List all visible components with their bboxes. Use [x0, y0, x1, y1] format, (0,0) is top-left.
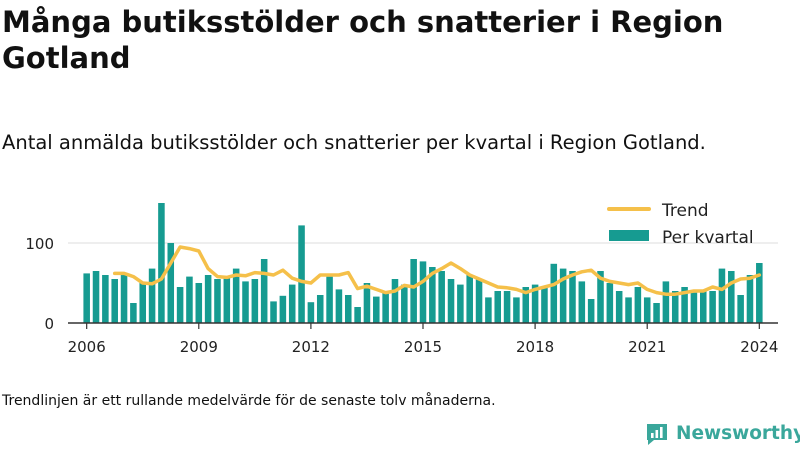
bar: [316, 295, 324, 323]
bar: [288, 284, 296, 323]
bar: [531, 284, 539, 323]
x-tick-label: 2021: [628, 338, 666, 356]
chart-subtitle: Antal anmälda butiksstölder och snatteri…: [2, 131, 706, 154]
bar: [718, 268, 726, 323]
bar: [597, 271, 604, 323]
bar: [326, 276, 333, 323]
bar: [615, 291, 623, 323]
bar: [344, 295, 352, 323]
bar: [410, 259, 417, 323]
bar: [354, 307, 361, 323]
bar: [270, 301, 277, 323]
bar: [606, 283, 614, 323]
bar: [466, 275, 473, 323]
legend-trend-label: Trend: [661, 201, 709, 221]
bar: [419, 261, 427, 323]
bar: [335, 289, 343, 323]
bar: [746, 275, 754, 323]
bar: [401, 284, 408, 323]
legend-bar-label: Per kvartal: [662, 228, 754, 248]
bar: [298, 225, 305, 323]
bar: [662, 281, 670, 323]
bar: [429, 267, 436, 323]
bar: [475, 279, 483, 323]
trend-line: [112, 245, 762, 296]
newsworthy-logo-icon: [647, 424, 667, 445]
bar: [204, 275, 212, 323]
bar: [438, 271, 445, 323]
bar: [92, 271, 100, 323]
chart-title: Många butiksstölder och snatterier i Reg…: [2, 5, 724, 75]
bar: [756, 263, 763, 323]
bar: [671, 291, 679, 323]
bar: [363, 283, 371, 323]
bar: [382, 291, 389, 323]
bar: [681, 287, 688, 323]
y-tick-label: 100: [25, 235, 54, 253]
bar: [102, 275, 109, 323]
bar: [522, 287, 530, 323]
bar: [699, 291, 707, 323]
bar: [634, 287, 642, 323]
bar: [83, 273, 90, 323]
x-tick-label: 2024: [740, 338, 778, 356]
x-tick-label: 2009: [180, 338, 218, 356]
legend-bar-swatch: [609, 230, 649, 241]
bar: [457, 284, 464, 323]
bar: [195, 283, 203, 323]
bar: [485, 297, 492, 323]
x-tick-label: 2018: [516, 338, 554, 356]
bar-series: [83, 203, 763, 323]
chart: 0 100 2006 2009 2012 2015 2018 2021 2024 Trend P…: [25, 201, 778, 356]
bar: [232, 268, 240, 323]
bar: [279, 295, 287, 323]
bar: [176, 287, 184, 323]
axes: 0 100 2006 2009 2012 2015 2018 2021 2024: [25, 235, 778, 356]
bar: [690, 292, 698, 323]
bar: [307, 302, 315, 323]
bar: [728, 271, 735, 323]
bar: [214, 279, 221, 323]
trend-series: [112, 245, 762, 296]
legend: Trend Per kvartal: [607, 201, 754, 248]
y-tick-label: 0: [44, 315, 54, 333]
bar: [737, 295, 744, 323]
bar: [242, 281, 249, 323]
footnote: Trendlinjen är ett rullande medelvärde f…: [2, 393, 496, 409]
bar: [223, 276, 231, 323]
bar: [653, 303, 660, 323]
bar: [587, 299, 595, 323]
bar: [513, 297, 520, 323]
x-tick-label: 2006: [68, 338, 106, 356]
x-tick-label: 2015: [404, 338, 442, 356]
bar: [643, 297, 651, 323]
bar: [559, 268, 567, 323]
bar: [578, 281, 586, 323]
bar: [186, 276, 193, 323]
bar: [111, 279, 118, 323]
bar: [709, 291, 716, 323]
bar: [391, 279, 399, 323]
brand-name: Newsworthy: [676, 423, 800, 444]
bar: [625, 297, 632, 323]
x-tick-label: 2012: [292, 338, 330, 356]
brand-logo: Newsworthy: [644, 420, 800, 448]
bar: [130, 303, 137, 323]
bar: [569, 271, 576, 323]
bar: [550, 263, 558, 323]
bar: [503, 291, 511, 323]
bar: [251, 279, 259, 323]
bar: [373, 296, 380, 323]
bar: [120, 275, 128, 323]
bar: [139, 283, 147, 323]
bar: [260, 259, 268, 323]
bar: [148, 268, 156, 323]
bar: [541, 287, 548, 323]
bar: [494, 291, 502, 323]
bar: [158, 203, 165, 323]
bar: [447, 279, 455, 323]
bar: [167, 243, 175, 323]
